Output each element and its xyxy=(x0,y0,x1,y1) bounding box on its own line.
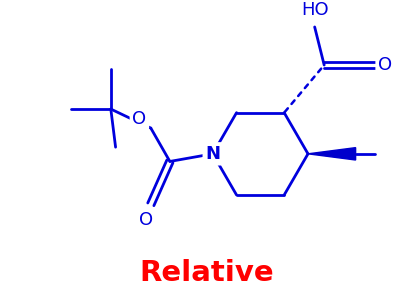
Text: O: O xyxy=(378,56,392,74)
Text: O: O xyxy=(132,110,146,128)
Text: O: O xyxy=(139,211,153,229)
Text: N: N xyxy=(205,145,220,163)
Text: HO: HO xyxy=(301,1,328,19)
Polygon shape xyxy=(308,148,356,160)
Text: Relative: Relative xyxy=(140,259,274,287)
